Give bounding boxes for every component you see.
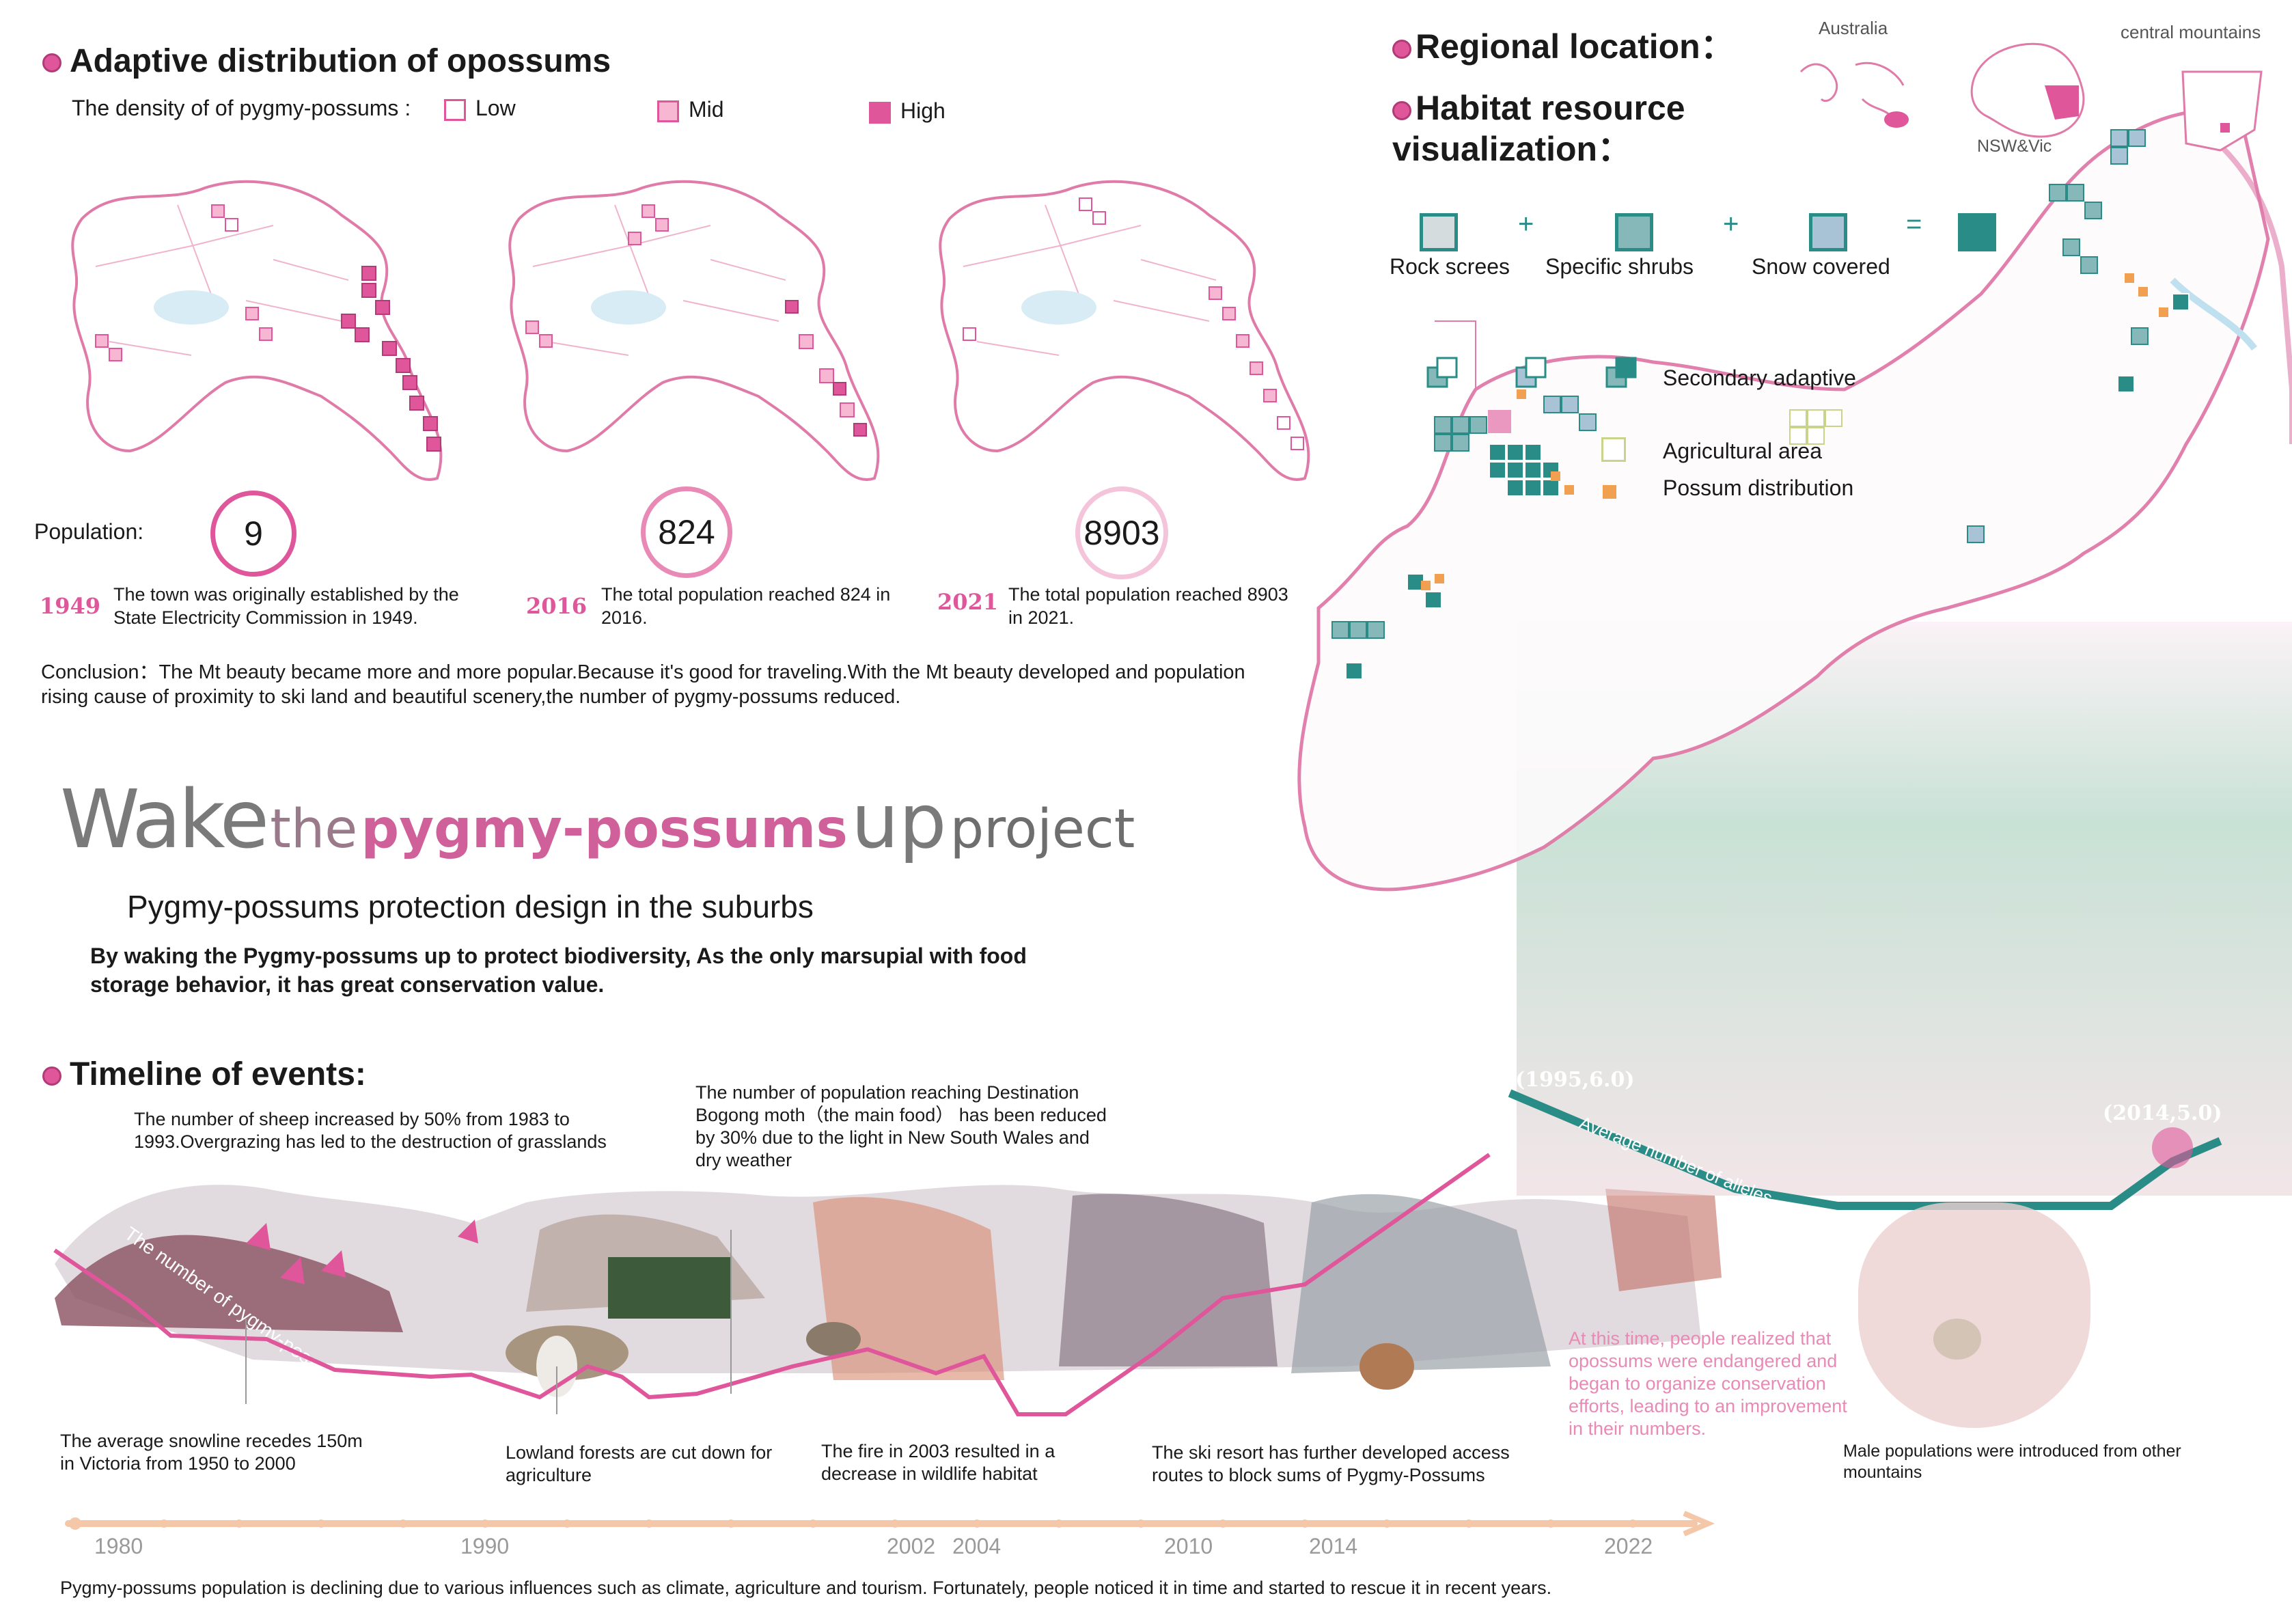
label-central: central mountains: [2121, 22, 2261, 42]
arrow-icons: [246, 1220, 478, 1284]
event-fire: The fire in 2003 resulted in a decrease …: [821, 1441, 1055, 1484]
distribution-title: Adaptive distribution of opossums: [42, 42, 611, 80]
axis-year: 2022: [1604, 1534, 1653, 1558]
nsw-vic-marker: [2045, 85, 2079, 120]
axis-year: 2014: [1309, 1534, 1358, 1558]
legend-low: Low: [444, 96, 516, 121]
legend-possum: Possum distribution: [1663, 476, 1854, 500]
population-curve: [53, 1153, 1491, 1416]
hands-photo: [1858, 1202, 2090, 1428]
possum-icon: [1359, 1343, 1414, 1390]
baby-possum-icon: [1933, 1319, 1981, 1360]
density-maps: [71, 180, 1310, 481]
density-label: The density of of pygmy-possums :: [72, 96, 411, 120]
year-2021: 2021: [937, 589, 999, 615]
world-map: [1787, 38, 1924, 154]
harvester-icon: [608, 1257, 731, 1319]
project-subtitle: Pygmy-possums protection design in the s…: [127, 889, 814, 924]
central-mountains-map: [2181, 70, 2263, 152]
timeline-axis: [65, 1511, 1715, 1537]
legend-agricultural: Agricultural area: [1663, 439, 1822, 463]
timeline-collage: The number of pygmy-possums: [55, 1185, 1722, 1397]
project-title: Wake the pygmy-possums up project: [60, 772, 1135, 866]
map-1949: [71, 180, 443, 481]
point-label-2014: (2014,5.0): [2103, 1101, 2222, 1125]
plus-sign: +: [1723, 209, 1739, 239]
population-2016: 824: [641, 486, 732, 578]
label-australia: Australia: [1819, 18, 1888, 38]
event-male-populations: Male populations were introduced from ot…: [1843, 1442, 2181, 1482]
bullet-icon: [42, 53, 61, 73]
label-nsw-vic: NSW&Vic: [1977, 137, 2052, 156]
alleles-chart: Average number of alleles: [1508, 1089, 2222, 1210]
legend-mid: Mid: [657, 97, 724, 122]
event-forests: Lowland forests are cut down for agricul…: [506, 1442, 773, 1485]
high-swatch: [869, 101, 891, 124]
event-moth: The number of population reaching Destin…: [695, 1082, 1107, 1170]
australia-map: [1970, 42, 2085, 138]
map-2021: [939, 180, 1310, 481]
axis-year: 2010: [1164, 1534, 1213, 1558]
legend-specific-shrubs: Specific shrubs: [1545, 254, 1694, 279]
event-sheep: The number of sheep increased by 50% fro…: [134, 1109, 607, 1152]
axis-year: 1980: [94, 1534, 143, 1558]
habitat-sq-shrubs: [1615, 213, 1653, 255]
legend-snow-covered: Snow covered: [1752, 254, 1890, 279]
point-2014: [2152, 1127, 2193, 1168]
conclusion: Conclusion：The Mt beauty became more and…: [41, 661, 1245, 708]
timeline-footer: Pygmy-possums population is declining du…: [60, 1578, 1552, 1598]
event-conservation: At this time, people realized that oposs…: [1569, 1328, 1847, 1439]
secondary-adaptive-icons: [1426, 357, 1547, 388]
habitat-title: Habitat resource visualization：: [1392, 89, 1685, 168]
project-description: By waking the Pygmy-possums up to protec…: [90, 944, 1027, 997]
bullet-icon: [42, 1066, 61, 1086]
equals-sign: =: [1906, 209, 1922, 239]
event-ski: The ski resort has further developed acc…: [1152, 1442, 1510, 1485]
habitat-sq-result: [1958, 213, 1996, 255]
mid-swatch: [657, 100, 679, 122]
legend-secondary: Secondary adaptive: [1663, 366, 1856, 390]
possum-swatch: [1603, 485, 1616, 499]
event-snowline: The average snowline recedes 150m in Vic…: [60, 1431, 363, 1474]
habitat-sq-snow: [1809, 213, 1847, 255]
habitat-squares: [1331, 129, 2190, 680]
snapshot-2021-text: The total population reached 8903 in 202…: [1008, 584, 1288, 628]
year-2016: 2016: [526, 593, 588, 619]
population-label: Population:: [34, 519, 144, 544]
snapshot-1949-text: The town was originally established by t…: [113, 584, 459, 628]
fire-photo: [813, 1197, 1004, 1380]
bullet-icon: [1392, 39, 1411, 59]
plus-sign: +: [1518, 209, 1534, 239]
alleles-label: Average number of alleles: [1577, 1112, 1776, 1209]
timeline-title: Timeline of events:: [42, 1056, 366, 1093]
point-label-1995: (1995,6.0): [1515, 1068, 1635, 1092]
axis-year: 1990: [460, 1534, 510, 1558]
ski-photo: [1291, 1194, 1551, 1373]
secondary-adaptive-icon: [1605, 357, 1637, 388]
mountain-forest-photo: [1059, 1194, 1278, 1366]
population-1949: 9: [210, 491, 296, 577]
mountain-photo: [55, 1235, 403, 1332]
legend-high: High: [869, 98, 945, 124]
habitat-sq-rock: [1420, 213, 1458, 255]
low-swatch: [444, 98, 466, 121]
axis-year: 2004: [952, 1534, 1002, 1558]
moth-icon: [806, 1322, 861, 1356]
legend-rock-screes: Rock screes: [1390, 254, 1510, 279]
australia-marker: [1884, 111, 1909, 128]
habitat-map: [1297, 109, 2292, 1196]
year-1949: 1949: [40, 593, 101, 619]
axis-year: 2002: [887, 1534, 936, 1558]
regional-title: Regional location：: [1392, 19, 1735, 68]
population-2021: 8903: [1075, 486, 1168, 579]
agricultural-swatch: [1601, 437, 1626, 462]
fire-photo-2: [1605, 1189, 1722, 1291]
map-2016: [508, 180, 880, 481]
bullet-icon: [1392, 100, 1411, 120]
snapshot-2016-text: The total population reached 824 in 2016…: [601, 584, 891, 628]
